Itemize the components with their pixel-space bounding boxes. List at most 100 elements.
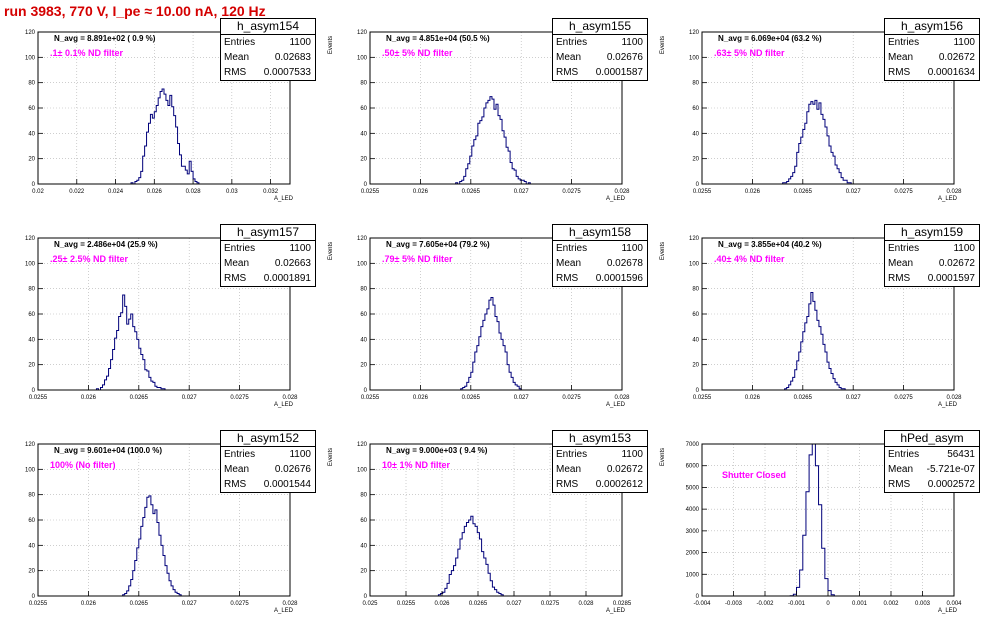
histogram-bin bbox=[462, 533, 464, 596]
y-tick-label: 40 bbox=[28, 337, 35, 343]
y-axis-title-wrap: Events bbox=[4, 440, 14, 480]
histogram-bin bbox=[813, 301, 815, 390]
histogram-bins bbox=[461, 298, 521, 390]
y-tick-label: 40 bbox=[360, 337, 367, 343]
histogram-outline bbox=[131, 89, 199, 184]
y-axis-title: Events bbox=[328, 448, 334, 466]
x-tick-label: 0.028 bbox=[614, 395, 630, 401]
y-tick-label: 0 bbox=[696, 182, 700, 188]
x-tick-label: 0.0275 bbox=[230, 601, 249, 607]
y-axis-title: Events bbox=[660, 36, 666, 54]
y-axis-title: Events bbox=[0, 36, 2, 54]
histogram-bin bbox=[819, 103, 821, 184]
y-tick-label: 60 bbox=[28, 312, 35, 318]
histogram-bin bbox=[485, 314, 487, 390]
y-tick-label: 40 bbox=[692, 131, 699, 137]
y-tick-label: 60 bbox=[28, 518, 35, 524]
x-tick-label: 0.0275 bbox=[230, 395, 249, 401]
x-tick-label: 0.027 bbox=[182, 601, 198, 607]
histogram-bin bbox=[158, 98, 160, 184]
histogram-bins bbox=[123, 496, 181, 596]
x-tick-label: 0.0265 bbox=[469, 601, 488, 607]
histogram-bin bbox=[151, 505, 153, 596]
histogram-bin bbox=[164, 94, 166, 184]
filter-label: .79± 5% ND filter bbox=[382, 254, 452, 264]
histogram-bin bbox=[187, 174, 189, 184]
stats-histogram-name: h_asym157 bbox=[221, 225, 315, 241]
y-tick-label: 1000 bbox=[686, 572, 700, 578]
histogram-bin bbox=[805, 123, 807, 184]
x-axis-title: A_LED bbox=[606, 608, 625, 614]
stats-key-rms: RMS bbox=[556, 477, 578, 492]
stats-row-mean: Mean 0.02676 bbox=[221, 462, 315, 477]
x-tick-label: 0.0265 bbox=[130, 395, 149, 401]
stats-value-entries: 56431 bbox=[947, 447, 975, 462]
y-axis-title-wrap: Events bbox=[336, 28, 346, 68]
stats-key-mean: Mean bbox=[224, 50, 249, 65]
y-tick-label: 80 bbox=[360, 81, 367, 87]
histogram-bin bbox=[160, 92, 162, 184]
stats-key-mean: Mean bbox=[224, 256, 249, 271]
x-tick-label: 0.0285 bbox=[613, 601, 632, 607]
histogram-bin bbox=[476, 136, 478, 184]
stats-row-mean: Mean 0.02672 bbox=[885, 50, 979, 65]
histogram-bin bbox=[172, 107, 174, 184]
x-tick-label: 0.003 bbox=[915, 601, 931, 607]
stats-value-mean: 0.02676 bbox=[275, 462, 311, 477]
histogram-bin bbox=[809, 104, 811, 184]
x-tick-label: 0.025 bbox=[362, 601, 378, 607]
y-tick-label: 20 bbox=[360, 157, 367, 163]
y-tick-label: 2000 bbox=[686, 551, 700, 557]
histogram-bin bbox=[817, 320, 819, 390]
histogram-bin bbox=[831, 152, 833, 184]
stats-key-rms: RMS bbox=[556, 65, 578, 80]
x-tick-label: -0.002 bbox=[756, 601, 774, 607]
stats-key-rms: RMS bbox=[224, 477, 246, 492]
histogram-outline bbox=[438, 516, 503, 596]
histogram-bins bbox=[790, 444, 834, 596]
stats-histogram-name: h_asym158 bbox=[553, 225, 647, 241]
stats-key-mean: Mean bbox=[888, 50, 913, 65]
histogram-outline bbox=[123, 496, 181, 596]
histogram-bin bbox=[803, 130, 805, 184]
x-tick-label: 0.028 bbox=[946, 395, 962, 401]
y-tick-label: 60 bbox=[360, 106, 367, 112]
histogram-bin bbox=[512, 169, 514, 184]
stats-key-entries: Entries bbox=[888, 447, 919, 462]
stats-histogram-name: h_asym154 bbox=[221, 19, 315, 35]
y-tick-label: 40 bbox=[360, 543, 367, 549]
stats-key-mean: Mean bbox=[224, 462, 249, 477]
stats-histogram-name: h_asym159 bbox=[885, 225, 979, 241]
stats-value-mean: 0.02672 bbox=[939, 50, 975, 65]
x-tick-label: 0.027 bbox=[514, 395, 530, 401]
histogram-bin bbox=[494, 109, 496, 184]
y-tick-label: 0 bbox=[32, 594, 36, 600]
x-tick-label: 0.026 bbox=[81, 395, 97, 401]
histogram-outline bbox=[456, 97, 531, 184]
x-tick-label: 0.0255 bbox=[361, 189, 380, 195]
filter-label: Shutter Closed bbox=[722, 470, 786, 480]
y-tick-label: 100 bbox=[25, 261, 36, 267]
x-tick-label: 0.026 bbox=[413, 395, 429, 401]
y-tick-label: 0 bbox=[364, 388, 368, 394]
y-tick-label: 0 bbox=[32, 388, 36, 394]
histogram-bin bbox=[823, 119, 825, 184]
stats-key-entries: Entries bbox=[888, 241, 919, 256]
x-tick-label: 0.028 bbox=[614, 189, 630, 195]
histogram-bin bbox=[482, 117, 484, 184]
stats-value-entries: 1100 bbox=[289, 241, 311, 256]
histogram-bin bbox=[466, 523, 468, 596]
